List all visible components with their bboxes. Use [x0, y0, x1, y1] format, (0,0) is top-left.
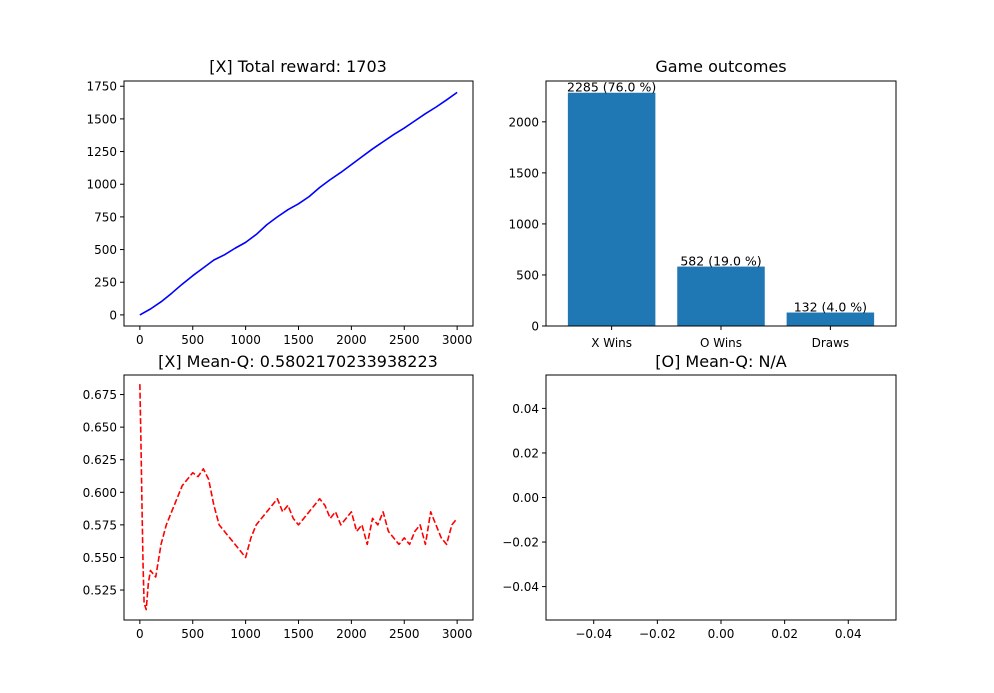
x-tick-label: 500 [181, 333, 204, 347]
x-tick-label: O Wins [700, 336, 742, 350]
y-tick-label: −0.04 [502, 580, 539, 594]
series-line-0 [139, 91, 458, 316]
x-tick-label: 1500 [283, 627, 314, 641]
y-tick-label: 1500 [508, 166, 539, 180]
total-reward-chart: [X] Total reward: 1703 0 500 1000 1500 2000 2… [86, 57, 474, 347]
o-mean-q-chart: [O] Mean-Q: N/A −0.04 −0.02 0.00 0.02 0.04−0… [502, 352, 897, 641]
y-tick-label: 0 [531, 320, 539, 334]
game-outcomes-chart: Game outcomes 2285 (76.0 %) 582 (19.0 %) 1… [508, 57, 897, 350]
chart-title: [O] Mean-Q: N/A [655, 352, 787, 371]
line-series-layer [139, 384, 458, 611]
tick-layer: X Wins O Wins Draws 0 500 1000 1500 2000 [508, 115, 849, 350]
x-tick-label: 0.02 [771, 627, 798, 641]
x-tick-label: 0.00 [708, 627, 735, 641]
x-tick-label: Draws [812, 336, 850, 350]
series-line-0 [139, 384, 458, 611]
x-tick-label: 500 [181, 627, 204, 641]
x-tick-label: 2500 [389, 333, 420, 347]
x-mean-q-chart: [X] Mean-Q: 0.5802170233938223 0 500 1000 1… [83, 352, 474, 641]
plot-frame [545, 374, 897, 621]
x-tick-label: 1500 [283, 333, 314, 347]
line-series-layer [139, 91, 458, 316]
y-tick-label: −0.02 [502, 536, 539, 550]
y-tick-label: 0.575 [83, 518, 117, 532]
y-tick-label: 0.02 [512, 446, 539, 460]
plot-frame [123, 80, 474, 327]
x-tick-label: 3000 [442, 627, 473, 641]
y-tick-label: 2000 [508, 115, 539, 129]
bar-data-label: 582 (19.0 %) [680, 254, 761, 269]
x-tick-label: 0 [136, 333, 144, 347]
x-tick-label: 3000 [442, 333, 473, 347]
x-tick-label: −0.02 [639, 627, 676, 641]
plot-frame [545, 80, 897, 327]
bar-layer: 2285 (76.0 %) 582 (19.0 %) 132 (4.0 %) [567, 80, 875, 326]
y-tick-label: 500 [516, 268, 539, 282]
tick-layer: −0.04 −0.02 0.00 0.02 0.04 −0.04 −0.02 0.00 0.02… [502, 402, 861, 641]
x-tick-label: 1000 [230, 333, 261, 347]
chart-title: [X] Total reward: 1703 [209, 57, 387, 76]
y-tick-label: 0.625 [83, 453, 117, 467]
y-tick-label: 0.04 [512, 402, 539, 416]
y-tick-label: 500 [94, 243, 117, 257]
x-tick-label: 2500 [389, 627, 420, 641]
y-tick-label: 1000 [86, 178, 117, 192]
chart-title: Game outcomes [655, 57, 786, 76]
y-tick-label: 1500 [86, 112, 117, 126]
y-tick-label: 1750 [86, 80, 117, 94]
tick-layer: 0 500 1000 1500 2000 2500 3000 0 250 500 750 1000 12… [86, 80, 472, 347]
x-tick-label: 2000 [336, 627, 367, 641]
bar-draws [786, 312, 875, 326]
bar-o-wins [677, 266, 765, 326]
x-tick-label: X Wins [591, 336, 632, 350]
y-tick-label: 0.600 [83, 486, 117, 500]
y-tick-label: 750 [94, 210, 117, 224]
bar-x-wins [567, 92, 656, 326]
tick-layer: 0 500 1000 1500 2000 2500 3000 0.525 0.550 0.575 0… [83, 388, 473, 641]
plot-frame [123, 374, 474, 621]
x-tick-label: 0 [136, 627, 144, 641]
x-tick-label: 2000 [336, 333, 367, 347]
bar-data-label: 132 (4.0 %) [794, 300, 867, 315]
y-tick-label: 0.525 [83, 584, 117, 598]
y-tick-label: 1000 [508, 217, 539, 231]
x-tick-label: 1000 [230, 627, 261, 641]
y-tick-label: 250 [94, 276, 117, 290]
x-tick-label: 0.04 [835, 627, 862, 641]
y-tick-label: 0.675 [83, 388, 117, 402]
y-tick-label: 0.550 [83, 551, 117, 565]
y-tick-label: 0 [109, 308, 117, 322]
y-tick-label: 0.650 [83, 421, 117, 435]
chart-title: [X] Mean-Q: 0.5802170233938223 [158, 352, 438, 371]
y-tick-label: 0.00 [512, 491, 539, 505]
x-tick-label: −0.04 [575, 627, 612, 641]
y-tick-label: 1250 [86, 145, 117, 159]
bar-data-label: 2285 (76.0 %) [567, 80, 656, 95]
